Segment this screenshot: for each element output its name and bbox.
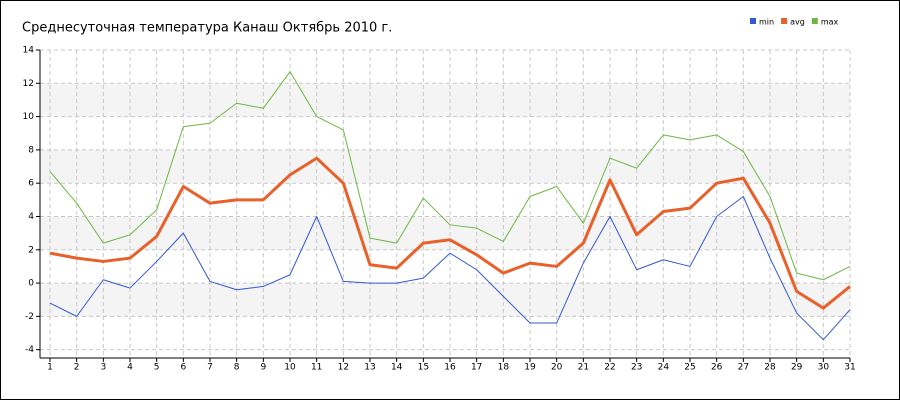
grid-band	[40, 216, 850, 250]
x-tick-label: 1	[47, 363, 53, 373]
x-tick-label: 18	[498, 363, 510, 373]
x-tick-label: 15	[418, 363, 429, 373]
x-tick-label: 13	[364, 363, 375, 373]
y-tick-label: 12	[23, 79, 34, 89]
y-tick-label: 10	[23, 112, 35, 122]
y-tick-label: 4	[28, 212, 34, 222]
legend-label: avg	[790, 18, 805, 27]
legend-label: max	[821, 18, 839, 27]
grid-band	[40, 283, 850, 317]
legend-swatch	[750, 18, 756, 24]
x-tick-label: 7	[207, 363, 213, 373]
legend-swatch	[811, 18, 818, 24]
x-tick-label: 26	[711, 363, 723, 373]
y-tick-label: -2	[25, 312, 34, 322]
x-tick-label: 4	[127, 363, 133, 373]
x-tick-label: 23	[631, 363, 642, 373]
y-tick-label: 6	[28, 179, 34, 189]
x-tick-label: 5	[154, 363, 160, 373]
x-tick-label: 10	[284, 363, 296, 373]
x-tick-label: 21	[578, 363, 589, 373]
chart-title: Среднесуточная температура Канаш Октябрь…	[22, 21, 392, 36]
legend-label: min	[759, 18, 774, 27]
series-line	[49, 196, 851, 341]
y-tick-label: 2	[28, 245, 34, 255]
x-tick-label: 28	[764, 363, 776, 373]
x-tick-label: 19	[524, 363, 536, 373]
x-tick-label: 29	[791, 363, 803, 373]
series-line	[49, 156, 851, 310]
grid-band	[40, 149, 850, 184]
legend-swatch	[781, 18, 788, 24]
x-tick-label: 27	[738, 363, 749, 373]
y-tick-label: -4	[25, 345, 34, 355]
x-tick-label: 14	[391, 363, 403, 373]
x-tick-label: 25	[684, 363, 695, 373]
x-tick-label: 9	[260, 363, 266, 373]
x-tick-label: 11	[311, 363, 322, 373]
x-tick-label: 8	[234, 363, 240, 373]
x-tick-label: 30	[818, 363, 830, 373]
x-tick-label: 2	[74, 363, 80, 373]
x-tick-label: 24	[658, 363, 670, 373]
x-tick-label: 3	[100, 363, 106, 373]
series-line	[49, 71, 851, 281]
y-tick-label: 0	[28, 279, 34, 289]
x-tick-label: 22	[604, 363, 615, 373]
x-tick-label: 6	[180, 363, 186, 373]
grid-band	[40, 83, 850, 117]
y-tick-label: 8	[28, 145, 34, 155]
x-tick-label: 31	[844, 363, 855, 373]
x-tick-label: 12	[338, 363, 349, 373]
x-tick-label: 17	[471, 363, 482, 373]
y-tick-label: 14	[23, 46, 35, 56]
x-tick-label: 16	[444, 363, 456, 373]
x-tick-label: 20	[551, 363, 563, 373]
